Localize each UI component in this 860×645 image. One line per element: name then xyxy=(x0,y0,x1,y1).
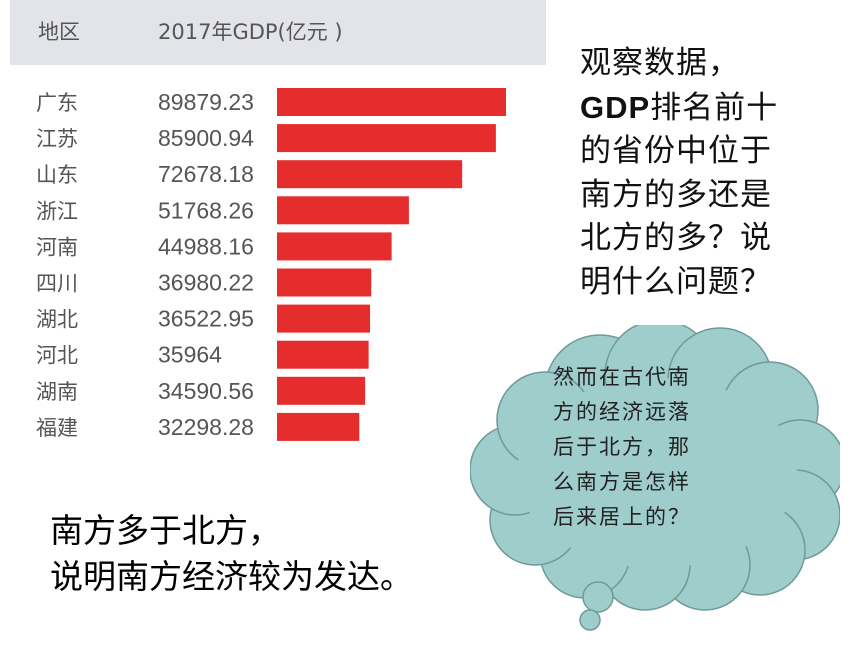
question-line: 观察数据， xyxy=(580,45,740,81)
cloud-line: 方的经济远落 xyxy=(553,400,691,424)
value-label: 36522.95 xyxy=(158,306,254,332)
value-label: 72678.18 xyxy=(158,161,254,187)
conclusion-line: 说明南方经济较为发达。 xyxy=(50,557,413,596)
value-label: 35964 xyxy=(158,342,222,368)
gdp-bar xyxy=(277,412,360,441)
question-line: 北方的多？说 xyxy=(580,220,772,256)
conclusion-line: 南方多于北方， xyxy=(50,511,281,550)
gdp-bar xyxy=(277,340,369,369)
value-label: 34590.56 xyxy=(158,378,254,404)
value-label: 51768.26 xyxy=(158,197,254,223)
cloud-line: 然而在古代南 xyxy=(553,365,691,389)
cloud-shape xyxy=(470,325,840,631)
question-text: 观察数据， GDP排名前十 的省份中位于 南方的多还是 北方的多？说 明什么问题？ xyxy=(580,42,840,304)
region-label: 浙江 xyxy=(36,199,78,223)
value-label: 32298.28 xyxy=(158,414,254,440)
cloud-line: 后来居上的？ xyxy=(553,505,691,529)
gdp-bar-chart: 广东 89879.23 江苏 85900.94 山东 72678.18 浙江 51768.26… xyxy=(36,88,506,441)
region-label: 湖北 xyxy=(36,308,78,332)
gdp-bar xyxy=(277,268,372,297)
gdp-bar xyxy=(277,304,371,333)
conclusion-text: 南方多于北方， 说明南方经济较为发达。 xyxy=(50,508,413,600)
region-label: 河北 xyxy=(36,344,78,368)
gdp-bar xyxy=(277,376,366,405)
region-label: 湖南 xyxy=(36,380,78,404)
value-label: 89879.23 xyxy=(158,89,254,115)
region-label: 广东 xyxy=(36,91,78,115)
question-line: 的省份中位于 xyxy=(580,133,772,169)
region-label: 江苏 xyxy=(36,127,78,151)
region-label: 河南 xyxy=(36,235,78,259)
gdp-bar xyxy=(277,124,496,153)
chart-header: 地区 2017年GDP(亿元 ) xyxy=(10,0,546,65)
cloud-text: 然而在古代南 方的经济远落 后于北方，那 么南方是怎样 后来居上的？ xyxy=(553,360,763,535)
cloud-line: 么南方是怎样 xyxy=(553,470,691,494)
value-label: 36980.22 xyxy=(158,270,254,296)
question-line: 南方的多还是 xyxy=(580,176,772,213)
thought-cloud xyxy=(470,325,840,631)
header-gdp-label: 2017年GDP(亿元 ) xyxy=(158,20,343,44)
header-region-label: 地区 xyxy=(38,20,80,44)
question-line: 明什么问题？ xyxy=(580,263,772,300)
region-label: 福建 xyxy=(36,416,78,440)
region-label: 四川 xyxy=(36,272,78,296)
gdp-bar xyxy=(277,160,463,189)
value-label: 44988.16 xyxy=(158,233,254,259)
gdp-bar xyxy=(277,232,392,261)
cloud-core xyxy=(517,378,797,568)
region-label: 山东 xyxy=(36,163,78,187)
value-label: 85900.94 xyxy=(158,125,254,151)
gdp-bar xyxy=(277,196,409,225)
cloud-tail-bubble xyxy=(582,581,614,613)
question-line: GDP排名前十 xyxy=(580,89,779,126)
cloud-tail-bubble xyxy=(579,609,601,631)
cloud-line: 后于北方，那 xyxy=(553,435,691,459)
gdp-bar xyxy=(277,88,506,116)
